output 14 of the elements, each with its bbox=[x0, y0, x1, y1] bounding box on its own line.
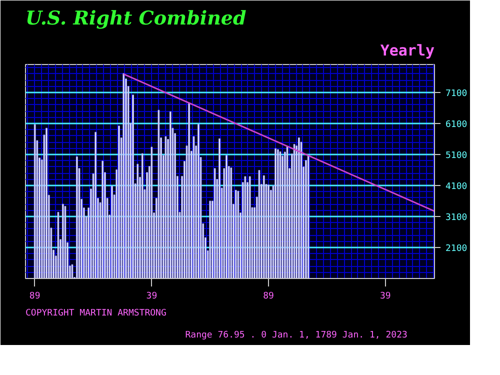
y-tick-label: 7100 bbox=[446, 88, 468, 99]
x-tick-label: 89 bbox=[263, 292, 274, 302]
y-tick-label: 6100 bbox=[446, 120, 468, 130]
x-tick-label: 39 bbox=[380, 292, 391, 302]
y-tick-label: 4100 bbox=[446, 182, 468, 192]
chart-subtitle: Yearly bbox=[380, 42, 435, 60]
y-tick-label: 5100 bbox=[446, 150, 468, 161]
chart-title: U.S. Right Combined bbox=[26, 8, 246, 30]
x-tick-label: 89 bbox=[29, 292, 40, 302]
text: Range 76.95 . 0 Jan. 1, 1789 Jan. 1, 2023 bbox=[185, 330, 408, 340]
text: COPYRIGHT MARTIN ARMSTRONG bbox=[26, 308, 166, 318]
y-tick-label: 2100 bbox=[446, 244, 468, 254]
x-tick-label: 39 bbox=[146, 292, 158, 302]
y-tick-label: 3100 bbox=[446, 212, 468, 223]
